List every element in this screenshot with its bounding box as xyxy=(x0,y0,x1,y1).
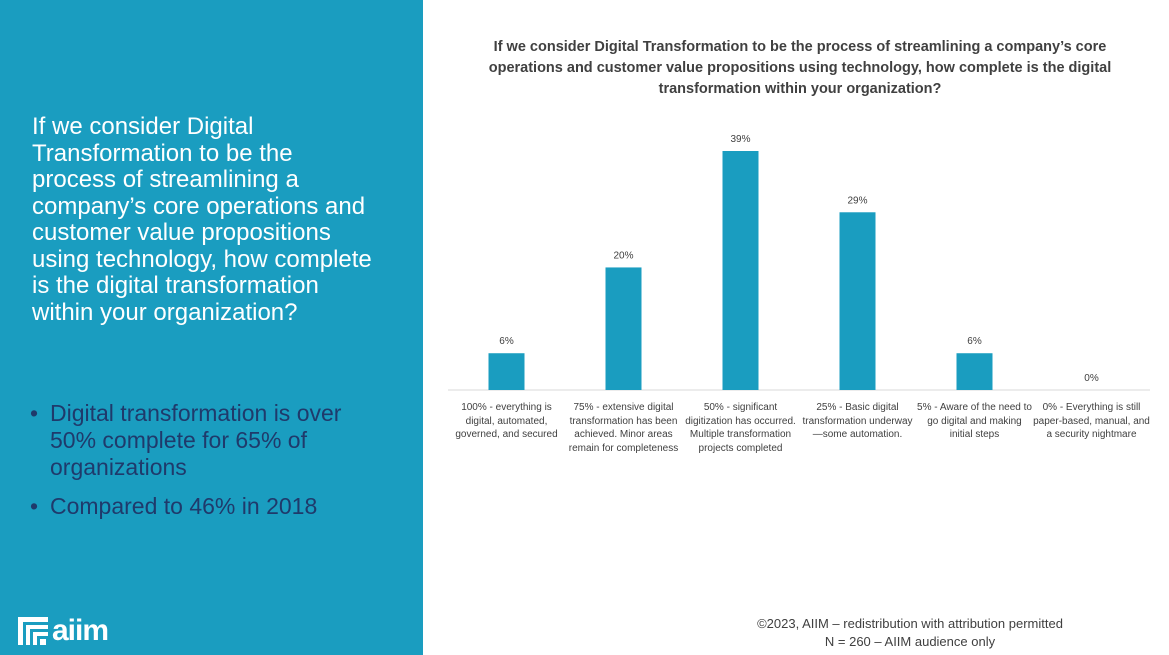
bullet-list: Digital transformation is over 50% compl… xyxy=(30,400,380,532)
aiim-logo: aiim xyxy=(18,614,109,648)
data-label: 39% xyxy=(730,134,750,145)
data-label: 0% xyxy=(1084,373,1099,384)
bullet-item: Compared to 46% in 2018 xyxy=(30,493,380,520)
data-label: 6% xyxy=(499,336,514,347)
bar xyxy=(956,353,993,390)
category-label: 25% - Basic digital transformation under… xyxy=(802,402,913,440)
logo-text: aiim xyxy=(52,614,109,647)
data-label: 29% xyxy=(847,195,867,206)
bullet-item: Digital transformation is over 50% compl… xyxy=(30,400,380,481)
category-label: 50% - significant digitization has occur… xyxy=(685,402,796,454)
copyright-text: ©2023, AIIM – redistribution with attrib… xyxy=(757,616,1063,631)
bar xyxy=(488,353,525,390)
category-label: 0% - Everything is still paper-based, ma… xyxy=(1033,402,1150,440)
question-text: If we consider Digital Transformation to… xyxy=(32,113,372,326)
chart-title: If we consider Digital Transformation to… xyxy=(488,39,1112,97)
category-label: 100% - everything is digital, automated,… xyxy=(455,402,558,440)
sample-size-text: N = 260 – AIIM audience only xyxy=(824,634,996,649)
category-label: 5% - Aware of the need to go digital and… xyxy=(917,402,1032,440)
bar xyxy=(839,212,876,390)
left-panel: If we consider Digital Transformation to… xyxy=(0,0,423,655)
aiim-logo-icon xyxy=(18,617,48,645)
bar xyxy=(722,151,759,390)
footer: ©2023, AIIM – redistribution with attrib… xyxy=(700,615,1120,651)
bar xyxy=(605,267,642,390)
category-label: 75% - extensive digital transformation h… xyxy=(568,402,679,454)
data-label: 20% xyxy=(613,250,633,261)
data-label: 6% xyxy=(967,336,982,347)
